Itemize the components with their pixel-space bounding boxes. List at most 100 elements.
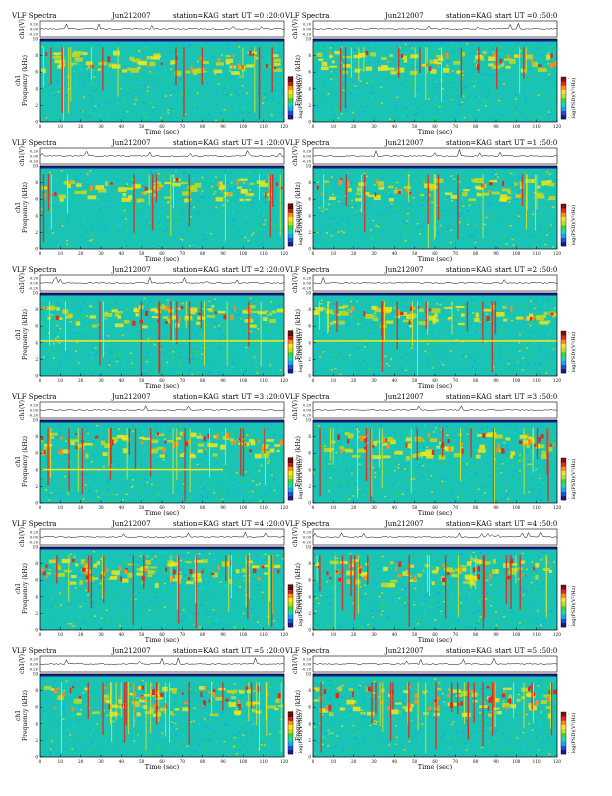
colorbar-segment bbox=[561, 614, 566, 619]
spectrogram-band-cell bbox=[453, 61, 460, 65]
spectrogram-band-cell bbox=[536, 315, 543, 318]
spectrogram-cell bbox=[52, 575, 54, 577]
spectrogram-cell bbox=[396, 97, 398, 99]
spectrogram-band-cell bbox=[334, 51, 340, 54]
spectrogram-cell bbox=[372, 45, 374, 47]
spectrogram-band-cell bbox=[260, 183, 268, 187]
spectrogram-band-cell bbox=[266, 439, 274, 442]
spectrogram-cell bbox=[262, 216, 264, 218]
y-tick-label: 2 bbox=[308, 357, 311, 362]
spectrogram-cell bbox=[538, 373, 540, 375]
spectrogram-cell bbox=[181, 210, 183, 212]
spectrogram-cell bbox=[430, 236, 432, 238]
spectrogram-cell bbox=[249, 113, 251, 115]
spectrogram-cell bbox=[133, 496, 135, 498]
spectrogram-cell bbox=[163, 322, 165, 324]
spectrogram-cell bbox=[217, 238, 219, 240]
spectrogram-cell bbox=[473, 351, 475, 353]
spectrogram-cell bbox=[58, 91, 60, 93]
spectrogram-cell bbox=[349, 553, 351, 555]
spectrogram-cell bbox=[182, 735, 184, 737]
spectrogram-cell bbox=[60, 90, 62, 92]
spectrogram-cell bbox=[273, 612, 275, 614]
spectrogram-cell bbox=[238, 94, 240, 96]
spectrogram-cell bbox=[79, 307, 81, 309]
spectrogram-streak bbox=[135, 428, 136, 468]
spectrogram-cell bbox=[343, 232, 345, 234]
spectrogram-cell bbox=[331, 358, 333, 360]
x-tick-label: 70 bbox=[453, 251, 459, 256]
spectrogram-cell bbox=[534, 55, 536, 57]
spectrogram-cell bbox=[188, 576, 190, 578]
spectrogram-cell bbox=[108, 480, 110, 482]
spectrogram-band-cell bbox=[514, 183, 518, 186]
spectrogram-cell bbox=[82, 692, 84, 694]
spectrogram-cell bbox=[113, 354, 115, 356]
spectrogram-band-cell bbox=[249, 193, 254, 195]
spectrogram-cell bbox=[109, 362, 111, 364]
spectrogram-cell bbox=[359, 576, 361, 578]
x-tick-label: 120 bbox=[553, 251, 561, 256]
spectrogram-cell bbox=[182, 609, 184, 611]
colorbar-label: log(PSD)(V²/Hz) bbox=[570, 205, 577, 246]
y-tick-label: 10 bbox=[33, 545, 39, 550]
spectrogram-cell bbox=[135, 599, 137, 601]
spectrogram-cell bbox=[137, 228, 139, 230]
spectrogram-band-cell bbox=[516, 317, 523, 320]
spectrogram-cell bbox=[164, 57, 166, 59]
spectrogram-hot-cell bbox=[360, 566, 363, 568]
spectrogram-hot-cell bbox=[112, 440, 114, 446]
spectrogram-cell bbox=[484, 492, 486, 494]
spectrogram-cell bbox=[56, 428, 58, 430]
spectrogram-cell bbox=[95, 87, 97, 89]
spectrogram-cell bbox=[64, 476, 66, 478]
spectrogram-hot-cell bbox=[274, 67, 276, 69]
colorbar-min-label: - bbox=[568, 242, 570, 247]
spectrogram-cell bbox=[52, 66, 54, 68]
spectrogram-cell bbox=[227, 93, 229, 95]
spectrogram-cell bbox=[495, 118, 497, 120]
spectrogram-cell bbox=[320, 623, 322, 625]
spectrogram-cell bbox=[450, 242, 452, 244]
spectrogram-cell bbox=[204, 588, 206, 590]
x-tick-label: 90 bbox=[220, 505, 226, 510]
spectrogram-cell bbox=[476, 622, 478, 624]
spectrogram-cell bbox=[474, 472, 476, 474]
spectrogram-cell bbox=[274, 490, 276, 492]
spectrogram-cell bbox=[328, 218, 330, 220]
spectrogram-cell bbox=[241, 119, 243, 121]
spectrogram-band-cell bbox=[493, 559, 496, 564]
x-tick-label: 40 bbox=[119, 378, 125, 383]
x-tick-label: 10 bbox=[58, 505, 64, 510]
waveform-axis-label: ch1(V) bbox=[19, 146, 26, 166]
spectrogram-cell bbox=[181, 91, 183, 93]
spectrogram-cell bbox=[526, 591, 528, 593]
spectrogram-cell bbox=[490, 204, 492, 206]
spectrogram-cell bbox=[46, 120, 48, 122]
spectrogram-streak bbox=[158, 301, 159, 372]
spectrogram-cell bbox=[495, 174, 497, 176]
spectrogram-cell bbox=[203, 488, 205, 490]
spectrogram-cell bbox=[368, 85, 370, 87]
spectrogram-cell bbox=[214, 326, 216, 328]
spectrogram-cell bbox=[100, 227, 102, 229]
spectrogram-cell bbox=[485, 454, 487, 456]
spectrogram-streak bbox=[133, 555, 134, 625]
spectrogram-cell bbox=[197, 237, 199, 239]
spectrogram-cell bbox=[343, 331, 345, 333]
spectrogram-cell bbox=[99, 114, 101, 116]
spectrogram-cell bbox=[183, 345, 185, 347]
spectrogram-cell bbox=[458, 216, 460, 218]
spectrogram-cell bbox=[281, 203, 283, 205]
spectrogram-cell bbox=[501, 463, 503, 465]
spectrogram-cell bbox=[539, 336, 541, 338]
spectrogram-band-cell bbox=[64, 570, 72, 572]
spectrogram-cell bbox=[319, 212, 321, 214]
spectrogram-cell bbox=[56, 79, 58, 81]
spectrogram-cell bbox=[511, 103, 513, 105]
spectrogram-cell bbox=[467, 224, 469, 226]
spectrogram-band-cell bbox=[465, 575, 474, 578]
spectrogram-cell bbox=[100, 559, 102, 561]
spectrogram-cell bbox=[150, 170, 152, 172]
spectrogram-cell bbox=[352, 71, 354, 73]
